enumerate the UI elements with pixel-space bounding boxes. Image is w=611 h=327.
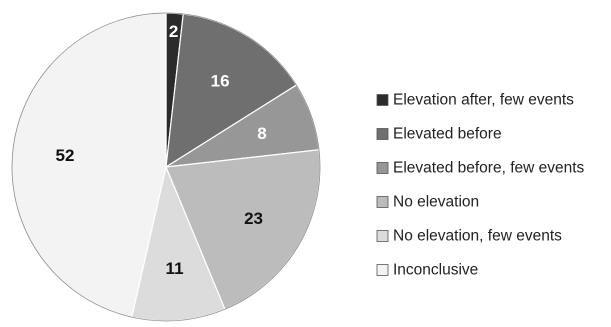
legend-label: Elevated before, few events [393, 160, 585, 177]
legend-label: Inconclusive [393, 262, 478, 279]
legend-label: No elevation, few events [393, 228, 562, 245]
pie-slice-value-label: 52 [56, 146, 75, 165]
legend: Elevation after, few events Elevated befo… [376, 92, 585, 279]
legend-swatch [376, 162, 389, 174]
legend-swatch [376, 230, 389, 242]
pie-outline [11, 12, 321, 322]
pie-slice-value-label: 2 [169, 22, 178, 41]
legend-item-elevated-before-few-events: Elevated before, few events [376, 160, 585, 177]
legend-item-inconclusive: Inconclusive [376, 262, 478, 279]
pie-slice-value-label: 16 [211, 71, 230, 90]
pie-slice-value-label: 8 [257, 124, 266, 143]
legend-item-elevation-after-few-events: Elevation after, few events [376, 92, 574, 109]
legend-item-no-elevation-few-events: No elevation, few events [376, 228, 562, 245]
pie-slice-labels: 2 16 8 23 11 52 [56, 22, 267, 278]
legend-label: Elevation after, few events [393, 92, 574, 109]
legend-swatch [376, 94, 389, 106]
legend-item-no-elevation: No elevation [376, 194, 479, 211]
legend-label: Elevated before [393, 126, 502, 143]
legend-swatch [376, 196, 389, 208]
pie-slice-value-label: 23 [244, 209, 263, 228]
pie-slices [11, 12, 321, 322]
legend-item-elevated-before: Elevated before [376, 126, 502, 143]
pie-slice-value-label: 11 [166, 259, 184, 278]
legend-label: No elevation [393, 194, 479, 211]
legend-swatch [376, 264, 389, 276]
legend-swatch [376, 128, 389, 140]
